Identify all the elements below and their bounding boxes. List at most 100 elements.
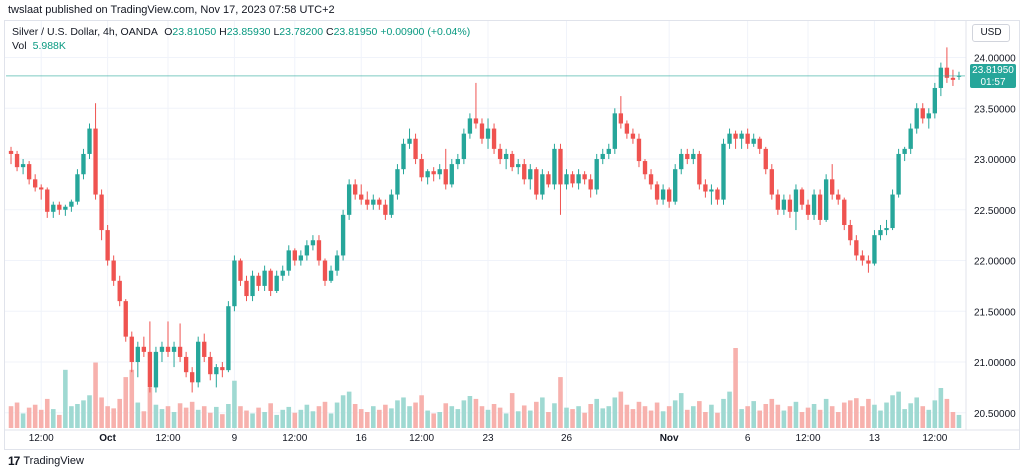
chart-frame — [4, 20, 1020, 450]
candle-body — [673, 169, 678, 202]
volume-bar — [346, 391, 352, 428]
volume-bar — [660, 411, 666, 428]
candle-body — [866, 260, 871, 264]
volume-bar — [177, 403, 183, 428]
volume-bar — [594, 398, 599, 428]
volume-bar — [111, 408, 116, 428]
candle-body — [805, 204, 811, 215]
volume-bar — [509, 393, 515, 428]
volume-bar — [896, 391, 901, 428]
candle-body — [733, 133, 738, 139]
candle-body — [443, 169, 448, 185]
candle-body — [709, 189, 714, 192]
candle-body — [45, 189, 50, 212]
high-value: 23.85930 — [226, 26, 271, 38]
price-tick-label: 22.50000 — [974, 206, 1016, 217]
candle-body — [648, 174, 654, 185]
candle-body — [751, 138, 756, 144]
volume-bar — [697, 401, 702, 428]
candle-body — [890, 194, 895, 229]
footer[interactable]: 17 TradingView — [8, 454, 84, 468]
volume-bar — [558, 377, 563, 428]
volume-bar — [274, 414, 279, 428]
volume-bar — [129, 369, 135, 428]
candle-body — [262, 270, 267, 286]
candle-body — [232, 260, 237, 307]
candle-body — [944, 67, 950, 78]
volume-bar — [938, 388, 944, 428]
volume-bar — [709, 404, 714, 428]
candle-body — [660, 189, 666, 200]
candle-body — [395, 169, 400, 195]
volume-bar — [757, 410, 763, 428]
candle-body — [594, 159, 599, 190]
price-tick-label: 21.00000 — [974, 358, 1016, 369]
low-label: L — [273, 26, 280, 38]
volume-bar — [473, 398, 479, 428]
volume-bar — [413, 402, 418, 428]
volume-bar — [497, 407, 503, 428]
candle-body — [769, 169, 774, 195]
volume-bar — [57, 414, 62, 428]
volume-bar — [316, 406, 322, 428]
volume-bar — [99, 397, 104, 428]
volume-bar — [153, 404, 159, 428]
candle-body — [63, 206, 68, 210]
volume-bar — [678, 393, 684, 428]
candle-body — [878, 230, 883, 236]
candle-body — [618, 113, 624, 124]
candle-body — [250, 275, 255, 297]
candle-body — [105, 230, 110, 261]
candle-body — [196, 341, 201, 383]
symbol-label: Silver / U.S. Dollar, 4h, OANDA — [12, 26, 158, 38]
candle-body — [202, 341, 207, 357]
candle-body — [630, 133, 636, 139]
candle-body — [534, 169, 539, 195]
volume-bar — [654, 402, 660, 428]
candle-body — [147, 351, 153, 388]
candles — [8, 47, 962, 393]
volume-legend: Vol 5.988K — [12, 40, 66, 52]
volume-bar — [8, 406, 14, 428]
currency-button[interactable]: USD — [972, 24, 1010, 42]
candle-body — [413, 138, 418, 160]
volume-bar — [334, 402, 340, 428]
volume-bar — [684, 409, 690, 428]
candle-body — [817, 194, 823, 220]
candle-body — [799, 189, 805, 205]
volume-bar — [189, 401, 195, 428]
volume-bar — [944, 398, 950, 428]
volume-bar — [799, 412, 805, 428]
volume-bar — [546, 412, 551, 428]
volume-bar — [117, 398, 122, 428]
volume-bar — [763, 404, 769, 428]
volume-bar — [733, 348, 738, 428]
candle-body — [316, 240, 322, 261]
volume-bar — [932, 400, 938, 428]
volume-bar — [461, 400, 467, 428]
volume-bar — [745, 406, 750, 428]
candle-body — [654, 184, 660, 200]
candle-body — [854, 240, 859, 256]
candle-body — [256, 275, 261, 286]
volume-bar — [721, 398, 726, 428]
volume-bar — [50, 409, 56, 428]
candle-body — [763, 148, 768, 170]
volume-bar — [395, 400, 400, 428]
candle-body — [340, 214, 346, 256]
volume-bar — [425, 410, 430, 428]
candle-body — [522, 164, 527, 180]
candle-body — [69, 201, 74, 207]
candle-body — [528, 169, 533, 180]
candle-body — [129, 336, 134, 363]
candle-body — [292, 250, 297, 261]
candle-body — [588, 179, 593, 190]
candle-body — [793, 189, 799, 212]
volume-bar — [860, 406, 865, 428]
volume-bar — [793, 401, 799, 428]
candle-body — [117, 280, 122, 302]
volume-bar — [956, 414, 962, 428]
volume-bar — [214, 406, 219, 428]
volume-bar — [775, 404, 781, 428]
